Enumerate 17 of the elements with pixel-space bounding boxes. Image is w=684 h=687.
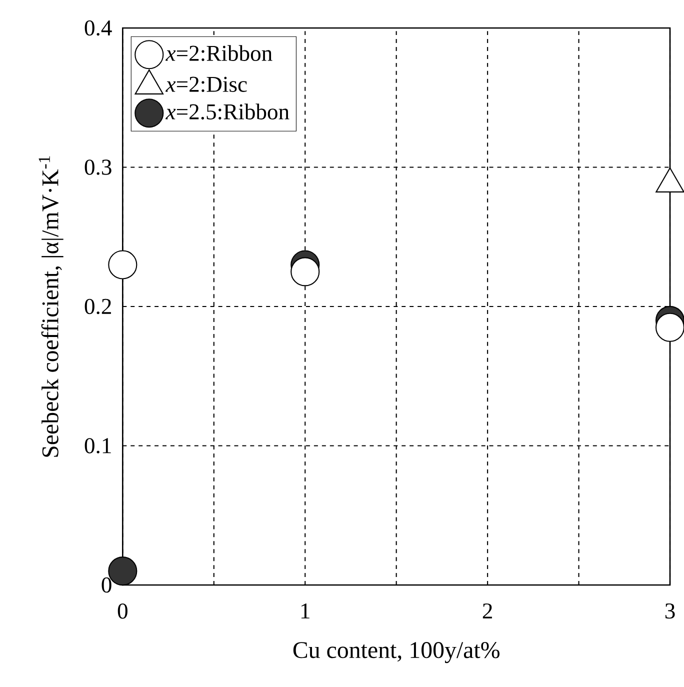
y-tick-label: 0.3	[84, 160, 112, 175]
y-tick-label: 0.4	[84, 20, 112, 36]
point	[290, 257, 320, 286]
x-tick-label: 1	[301, 603, 310, 618]
point	[655, 312, 684, 342]
y-tick-label: 0.1	[84, 438, 111, 454]
x-tick-label: 0	[118, 603, 128, 619]
y-axis-title: Seebeck coefficient, |α|/mV·K$^{-1}$	[38, 156, 64, 457]
legend-label: x=2:Ribbon	[166, 45, 272, 62]
point	[108, 250, 138, 280]
x-tick-label: 3	[665, 603, 675, 619]
legend-label: x=2.5:Ribbon	[166, 104, 290, 120]
legend-label: x=2:Disc	[166, 76, 247, 92]
x-tick-label: 2	[482, 603, 492, 618]
y-tick-label: 0.2	[84, 298, 111, 314]
y-tick-label: 0	[102, 577, 112, 593]
x-axis-title: Cu content, 100y/at%	[293, 642, 500, 664]
